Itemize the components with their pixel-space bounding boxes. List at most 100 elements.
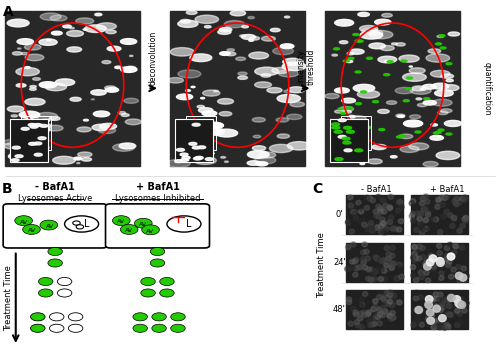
Text: + BafA1: + BafA1: [430, 185, 464, 194]
Circle shape: [462, 195, 468, 200]
Circle shape: [360, 91, 366, 93]
Circle shape: [354, 257, 359, 262]
Circle shape: [430, 136, 444, 140]
Circle shape: [192, 149, 208, 155]
Circle shape: [376, 194, 381, 199]
Circle shape: [464, 215, 468, 220]
Ellipse shape: [167, 216, 201, 232]
Circle shape: [84, 119, 88, 121]
Circle shape: [355, 323, 360, 328]
Circle shape: [203, 128, 224, 135]
Circle shape: [380, 217, 386, 222]
Circle shape: [382, 277, 388, 282]
Circle shape: [434, 217, 438, 222]
Circle shape: [452, 250, 457, 255]
Text: L: L: [84, 219, 89, 229]
Circle shape: [382, 298, 387, 303]
Circle shape: [390, 310, 395, 315]
Circle shape: [344, 126, 351, 129]
Circle shape: [256, 162, 268, 166]
Circle shape: [178, 70, 201, 78]
Circle shape: [126, 66, 136, 70]
Circle shape: [441, 196, 446, 201]
Circle shape: [358, 265, 364, 270]
Circle shape: [176, 148, 184, 151]
Circle shape: [72, 221, 80, 225]
Circle shape: [70, 97, 81, 101]
Text: AV: AV: [28, 228, 36, 233]
Circle shape: [380, 198, 386, 203]
Bar: [341, 116, 371, 150]
Circle shape: [383, 203, 388, 208]
Text: 24': 24': [333, 258, 346, 267]
Circle shape: [325, 94, 339, 98]
Circle shape: [378, 206, 383, 211]
Circle shape: [366, 267, 372, 272]
Circle shape: [366, 57, 372, 59]
Circle shape: [354, 320, 360, 325]
Bar: [21, 116, 51, 150]
Circle shape: [38, 289, 53, 297]
Circle shape: [280, 44, 294, 49]
Circle shape: [450, 291, 456, 296]
Text: AV: AV: [20, 220, 28, 225]
Circle shape: [387, 313, 392, 318]
Circle shape: [22, 225, 40, 234]
Circle shape: [46, 125, 63, 131]
Circle shape: [392, 43, 398, 45]
Circle shape: [424, 270, 429, 275]
Circle shape: [50, 15, 67, 21]
Bar: [330, 119, 368, 162]
Circle shape: [45, 83, 66, 91]
Circle shape: [152, 324, 166, 333]
Circle shape: [464, 274, 469, 279]
Circle shape: [358, 205, 363, 210]
Circle shape: [364, 249, 369, 254]
Circle shape: [180, 19, 190, 23]
Circle shape: [394, 276, 400, 281]
Circle shape: [182, 156, 190, 159]
Circle shape: [393, 277, 398, 282]
Circle shape: [370, 228, 375, 233]
Circle shape: [424, 217, 430, 222]
Circle shape: [423, 100, 436, 105]
Circle shape: [429, 261, 434, 266]
Circle shape: [44, 147, 50, 149]
Circle shape: [170, 324, 185, 333]
Circle shape: [353, 34, 359, 36]
Circle shape: [104, 86, 116, 90]
Circle shape: [380, 257, 386, 262]
Circle shape: [346, 300, 352, 305]
Circle shape: [362, 265, 368, 270]
Circle shape: [424, 319, 430, 324]
Circle shape: [374, 256, 380, 261]
Circle shape: [3, 139, 18, 145]
Circle shape: [366, 126, 372, 128]
Circle shape: [12, 132, 33, 140]
Circle shape: [204, 26, 211, 28]
Circle shape: [191, 86, 195, 88]
Circle shape: [410, 218, 416, 223]
Circle shape: [11, 159, 19, 162]
Circle shape: [342, 98, 355, 103]
Circle shape: [454, 323, 460, 328]
Circle shape: [430, 70, 450, 77]
Text: B: B: [2, 182, 12, 196]
Circle shape: [386, 101, 396, 104]
Circle shape: [438, 297, 443, 302]
Circle shape: [290, 102, 304, 107]
Circle shape: [462, 197, 468, 202]
Circle shape: [386, 252, 392, 257]
Circle shape: [427, 319, 432, 324]
Circle shape: [347, 52, 354, 55]
Circle shape: [412, 245, 418, 250]
Circle shape: [417, 244, 422, 249]
Circle shape: [248, 151, 269, 158]
Circle shape: [270, 28, 280, 32]
Circle shape: [352, 272, 358, 277]
Circle shape: [186, 90, 190, 91]
Circle shape: [288, 142, 311, 150]
Circle shape: [38, 137, 46, 140]
Circle shape: [394, 300, 399, 305]
Circle shape: [381, 221, 386, 226]
